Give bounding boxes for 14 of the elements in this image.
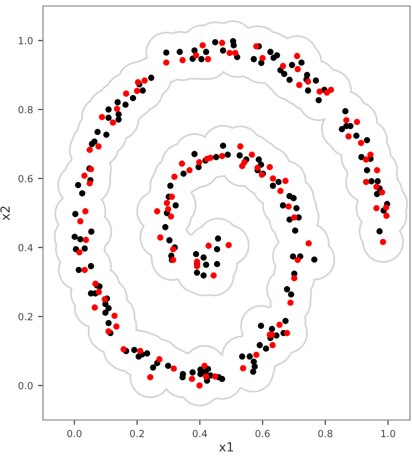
x-tick-label: 0.2: [130, 430, 144, 438]
y-tick-label: 0.6: [18, 174, 33, 182]
x-tick-label: 0.0: [67, 430, 82, 438]
x-axis-title: x1: [219, 442, 234, 452]
y-tick-label: 0.4: [18, 244, 33, 252]
x-tick-label: 0.8: [318, 430, 332, 438]
y-tick-label: 0.0: [18, 382, 33, 390]
x-tick-label: 1.0: [381, 430, 396, 438]
y-tick-label: 0.8: [18, 106, 33, 114]
y-tick-label: 0.2: [18, 312, 32, 320]
y-tick-label: 1.0: [18, 36, 33, 44]
y-axis-title: x2: [0, 206, 10, 220]
x-tick-label: 0.6: [255, 430, 270, 438]
x-tick-label: 0.4: [192, 430, 208, 438]
